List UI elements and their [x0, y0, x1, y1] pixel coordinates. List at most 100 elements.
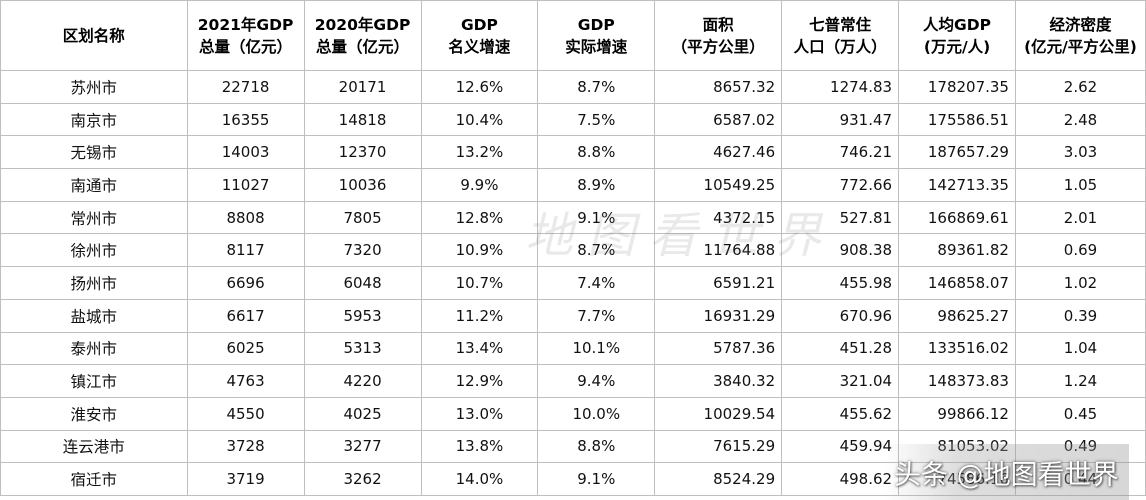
data-cell: 20171: [303, 70, 422, 104]
data-cell: 3719: [186, 462, 305, 496]
data-cell: 8.7%: [537, 70, 656, 104]
data-cell: 4550: [186, 396, 305, 431]
city-name-cell: 徐州市: [0, 233, 188, 268]
data-cell: 14.0%: [420, 462, 539, 496]
data-cell: 5313: [303, 331, 422, 366]
data-cell: 1.04: [1014, 331, 1146, 366]
data-cell: 10.1%: [537, 331, 656, 366]
table-row: 常州市 8808 7805 12.8% 9.1% 4372.15 527.81 166869.…: [0, 200, 1146, 235]
city-name-cell: 无锡市: [0, 135, 188, 170]
column-header: 2021年GDP 总量（亿元）: [186, 0, 305, 71]
data-cell: 81053.02: [898, 429, 1016, 464]
data-cell: 908.38: [781, 233, 900, 268]
data-cell: 7.4%: [537, 266, 656, 300]
table-body: 苏州市 22718 20171 12.6% 8.7% 8657.32 1274.83 1782…: [0, 70, 1146, 496]
data-cell: 8.7%: [537, 233, 656, 268]
table-row: 淮安市 4550 4025 13.0% 10.0% 10029.54 455.62 99866…: [0, 396, 1146, 431]
data-cell: 1274.83: [781, 70, 900, 104]
data-cell: 3262: [303, 462, 422, 496]
column-header-line: 名义增速: [448, 37, 511, 56]
data-cell: 14818: [303, 102, 422, 137]
data-cell: 6048: [303, 266, 422, 300]
table-row: 南京市 16355 14818 10.4% 7.5% 6587.02 931.47 17558…: [0, 102, 1146, 137]
data-cell: 0.39: [1014, 298, 1146, 333]
data-cell: 10.7%: [420, 266, 539, 300]
data-cell: 7805: [303, 200, 422, 235]
data-cell: 3728: [186, 429, 305, 464]
column-header: GDP 实际增速: [537, 0, 656, 71]
column-header-line: 经济密度: [1049, 15, 1112, 34]
data-cell: 12.9%: [420, 364, 539, 398]
data-cell: 178207.35: [898, 70, 1016, 104]
data-cell: 321.04: [781, 364, 900, 398]
data-cell: 99866.12: [898, 396, 1016, 431]
data-cell: 4763: [186, 364, 305, 398]
column-header-line: 总量（亿元）: [199, 37, 293, 56]
data-cell: 7320: [303, 233, 422, 268]
data-cell: 0.49: [1014, 429, 1146, 464]
data-cell: 2.62: [1014, 70, 1146, 104]
city-name-cell: 宿迁市: [0, 462, 188, 496]
header-row: 区划名称 2021年GDP 总量（亿元） 2020年GDP 总量（亿元） GDP 名义增速 G…: [0, 0, 1146, 71]
data-cell: 4627.46: [654, 135, 783, 170]
city-name-cell: 盐城市: [0, 298, 188, 333]
data-cell: 8.8%: [537, 135, 656, 170]
data-cell: 12.8%: [420, 200, 539, 235]
data-cell: 451.28: [781, 331, 900, 366]
data-cell: 4372.15: [654, 200, 783, 235]
data-cell: 6591.21: [654, 266, 783, 300]
data-cell: 670.96: [781, 298, 900, 333]
data-cell: 10.0%: [537, 396, 656, 431]
data-cell: 8.8%: [537, 429, 656, 464]
city-name-cell: 苏州市: [0, 70, 188, 104]
data-cell: 3840.32: [654, 364, 783, 398]
data-cell: 9.4%: [537, 364, 656, 398]
city-name-cell: 淮安市: [0, 396, 188, 431]
table-row: 盐城市 6617 5953 11.2% 7.7% 16931.29 670.96 98625.…: [0, 298, 1146, 333]
data-cell: 0.44: [1014, 462, 1146, 496]
column-header-line: (亿元/平方公里): [1024, 37, 1137, 56]
data-cell: 148373.83: [898, 364, 1016, 398]
data-cell: 5953: [303, 298, 422, 333]
credit-badge: 头条 @地图看世界: [884, 444, 1129, 500]
data-cell: 6696: [186, 266, 305, 300]
data-cell: 6617: [186, 298, 305, 333]
column-header-line: GDP: [577, 15, 615, 34]
data-cell: 7.5%: [537, 102, 656, 137]
data-cell: 772.66: [781, 168, 900, 202]
table-row: 南通市 11027 10036 9.9% 8.9% 10549.25 772.66 14271…: [0, 168, 1146, 202]
data-cell: 2.48: [1014, 102, 1146, 137]
data-cell: 8.9%: [537, 168, 656, 202]
data-cell: 13.8%: [420, 429, 539, 464]
table-row: 镇江市 4763 4220 12.9% 9.4% 3840.32 321.04 148373.…: [0, 364, 1146, 398]
data-cell: 74586.16: [898, 462, 1016, 496]
data-cell: 2.01: [1014, 200, 1146, 235]
data-cell: 9.1%: [537, 462, 656, 496]
table-row: 宿迁市3719326214.0%9.1%8524.29498.6274586.1…: [0, 462, 1146, 496]
column-header-line: GDP: [460, 15, 498, 34]
city-name-cell: 连云港市: [0, 429, 188, 464]
table-row: 无锡市 14003 12370 13.2% 8.8% 4627.46 746.21 18765…: [0, 135, 1146, 170]
column-header-line: 人口（万人）: [793, 37, 887, 56]
data-cell: 10.9%: [420, 233, 539, 268]
data-cell: 12.6%: [420, 70, 539, 104]
data-cell: 455.62: [781, 396, 900, 431]
data-cell: 5787.36: [654, 331, 783, 366]
column-header-line: 2020年GDP: [314, 15, 411, 34]
data-cell: 459.94: [781, 429, 900, 464]
data-cell: 7615.29: [654, 429, 783, 464]
data-cell: 11.2%: [420, 298, 539, 333]
city-name-cell: 南京市: [0, 102, 188, 137]
data-cell: 13.0%: [420, 396, 539, 431]
data-cell: 1.02: [1014, 266, 1146, 300]
data-cell: 8117: [186, 233, 305, 268]
data-cell: 527.81: [781, 200, 900, 235]
column-header: 人均GDP (万元/人): [898, 0, 1016, 71]
data-cell: 10036: [303, 168, 422, 202]
data-cell: 142713.35: [898, 168, 1016, 202]
data-cell: 3277: [303, 429, 422, 464]
column-header: 七普常住 人口（万人）: [781, 0, 900, 71]
column-header-line: (万元/人): [923, 37, 991, 56]
data-cell: 89361.82: [898, 233, 1016, 268]
data-cell: 133516.02: [898, 331, 1016, 366]
